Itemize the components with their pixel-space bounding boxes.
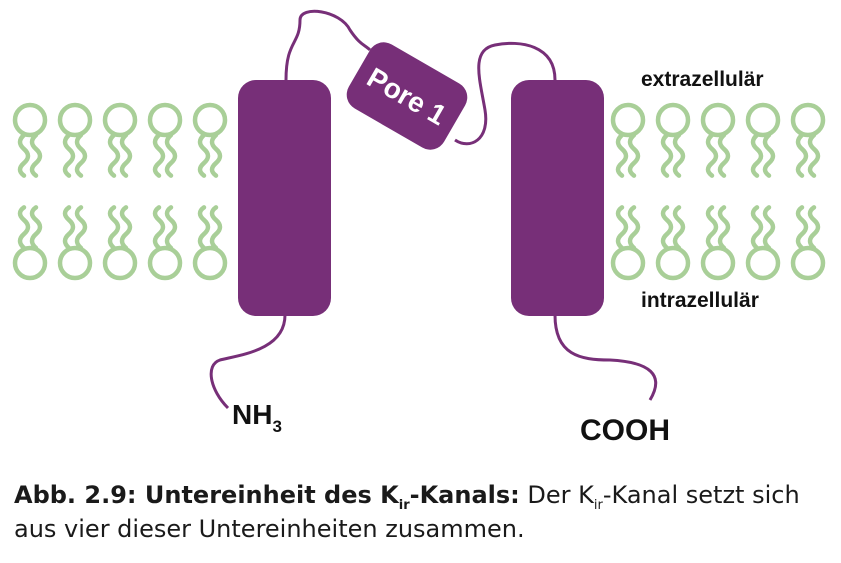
- lipid-tail: [627, 205, 641, 251]
- lipid-tail: [62, 132, 76, 178]
- n-terminus-main: NH: [232, 399, 272, 430]
- lipid-tail: [795, 132, 809, 178]
- lipid-tail: [717, 205, 731, 251]
- c-terminus-label: COOH: [580, 414, 670, 447]
- lipid-head: [57, 102, 93, 138]
- lipid-head: [655, 102, 691, 138]
- lipid-tail: [672, 205, 686, 251]
- lipid-tail: [660, 132, 674, 178]
- lipid-head: [147, 102, 183, 138]
- n-terminus-label: NH3: [232, 399, 282, 436]
- lipid-tail: [107, 205, 121, 251]
- lipid-tail: [795, 205, 809, 251]
- lipid-tail: [107, 132, 121, 178]
- n-terminus-subscript: 3: [272, 417, 281, 436]
- figure-caption: Abb. 2.9: Untereinheit des Kir-Kanals: D…: [14, 478, 834, 546]
- lipid-tail: [750, 205, 764, 251]
- lipid-head: [102, 245, 138, 281]
- lipid-tail: [152, 132, 166, 178]
- lipid-head: [655, 245, 691, 281]
- lipid-head: [745, 245, 781, 281]
- intracellular-label: intrazellulär: [641, 289, 759, 312]
- lipid-tail: [660, 205, 674, 251]
- lipid-tail: [807, 205, 821, 251]
- lipid-tail: [762, 132, 776, 178]
- lipid-tail: [627, 132, 641, 178]
- lipid-tail: [672, 132, 686, 178]
- lipid-tail: [705, 132, 719, 178]
- lipid-head: [700, 245, 736, 281]
- membrane-left: [12, 102, 228, 281]
- lipid-head: [12, 102, 48, 138]
- lipid-tail: [762, 205, 776, 251]
- lipid-tail: [615, 132, 629, 178]
- lipid-tail: [164, 205, 178, 251]
- lipid-tail: [74, 205, 88, 251]
- lipid-head: [12, 245, 48, 281]
- caption-bold: Abb. 2.9: Untereinheit des Kir-Kanals:: [14, 481, 520, 513]
- extracellular-label: extrazellulär: [641, 68, 764, 91]
- lipid-head: [610, 102, 646, 138]
- lipid-tail: [197, 205, 211, 251]
- lipid-tail: [717, 132, 731, 178]
- loop-pore-to-helix2: [454, 41, 557, 146]
- lipid-tail: [197, 132, 211, 178]
- lipid-tail: [807, 132, 821, 178]
- kir-channel-diagram: Pore 1 extrazellulär intrazellulär NH3 C…: [12, 9, 826, 447]
- lipid-head: [790, 245, 826, 281]
- lipid-tail: [615, 205, 629, 251]
- lipid-head: [57, 245, 93, 281]
- lipid-tail: [119, 205, 133, 251]
- lipid-head: [610, 245, 646, 281]
- membrane-right: [610, 102, 826, 281]
- lipid-tail: [17, 205, 31, 251]
- lipid-head: [700, 102, 736, 138]
- n-terminus-tail: [209, 314, 287, 410]
- lipid-head: [192, 102, 228, 138]
- lipid-tail: [17, 132, 31, 178]
- lipid-head: [192, 245, 228, 281]
- lipid-head: [790, 102, 826, 138]
- lipid-tail: [209, 205, 223, 251]
- lipid-head: [102, 102, 138, 138]
- lipid-tail: [152, 205, 166, 251]
- lipid-head: [745, 102, 781, 138]
- lipid-tail: [119, 132, 133, 178]
- lipid-tail: [29, 205, 43, 251]
- transmembrane-helix-1: [238, 80, 331, 316]
- pore-segment: [346, 42, 468, 150]
- lipid-tail: [74, 132, 88, 178]
- lipid-tail: [29, 132, 43, 178]
- lipid-tail: [705, 205, 719, 251]
- loop-helix1-to-pore: [284, 9, 372, 81]
- transmembrane-helix-2: [511, 80, 604, 316]
- lipid-head: [147, 245, 183, 281]
- c-terminus-tail: [553, 314, 658, 401]
- lipid-tail: [209, 132, 223, 178]
- caption-text: Der Kir-Kanal setzt sich aus vier dieser…: [14, 481, 800, 543]
- lipid-tail: [750, 132, 764, 178]
- lipid-tail: [62, 205, 76, 251]
- lipid-tail: [164, 132, 178, 178]
